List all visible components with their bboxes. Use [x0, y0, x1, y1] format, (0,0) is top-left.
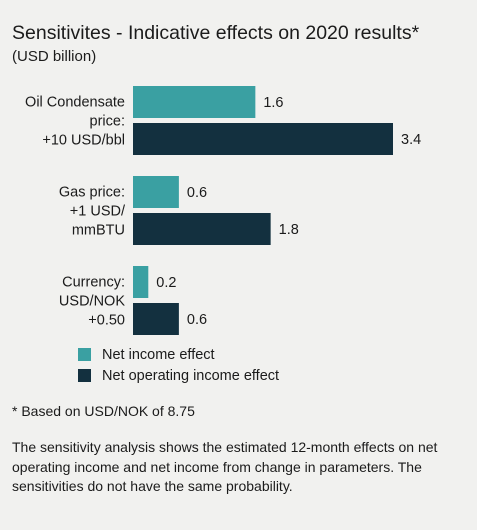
bar — [133, 303, 179, 335]
data-label: 0.2 — [156, 275, 176, 291]
legend-item-net-operating-income: Net operating income effect — [78, 365, 279, 386]
legend-swatch-net-operating-income — [78, 369, 91, 382]
category-label: +1 USD/ — [70, 204, 126, 220]
data-label: 1.6 — [263, 95, 283, 111]
category-label: +10 USD/bbl — [42, 133, 125, 149]
chart-subtitle: (USD billion) — [12, 48, 97, 65]
data-label: 0.6 — [187, 185, 207, 201]
bar — [133, 213, 271, 245]
category-label: Currency: — [62, 275, 125, 291]
legend: Net income effect Net operating income e… — [78, 344, 279, 386]
chart-title: Sensitivites - Indicative effects on 202… — [12, 22, 420, 44]
category-label: +0.50 — [88, 313, 125, 329]
bar — [133, 266, 149, 298]
legend-label-net-operating-income: Net operating income effect — [102, 367, 280, 384]
footnote: * Based on USD/NOK of 8.75 — [12, 403, 195, 419]
legend-label-net-income: Net income effect — [102, 346, 215, 363]
bar — [133, 123, 393, 155]
category-label: Gas price: — [59, 185, 125, 201]
legend-item-net-income: Net income effect — [78, 344, 279, 365]
data-label: 3.4 — [401, 132, 421, 148]
sensitivity-note: The sensitivity analysis shows the estim… — [12, 439, 438, 494]
bar-chart: Oil Condensate price: +10 USD/bbl 1.6 3.4 Gas… — [25, 86, 421, 335]
legend-swatch-net-income — [78, 348, 91, 361]
bar — [133, 176, 179, 208]
category-label: mmBTU — [72, 223, 125, 239]
category-label: USD/NOK — [59, 294, 125, 310]
data-label: 0.6 — [187, 312, 207, 328]
category-label: Oil Condensate — [25, 95, 125, 111]
data-label: 1.8 — [279, 222, 299, 238]
bar — [133, 86, 256, 118]
category-label: price: — [90, 114, 125, 130]
